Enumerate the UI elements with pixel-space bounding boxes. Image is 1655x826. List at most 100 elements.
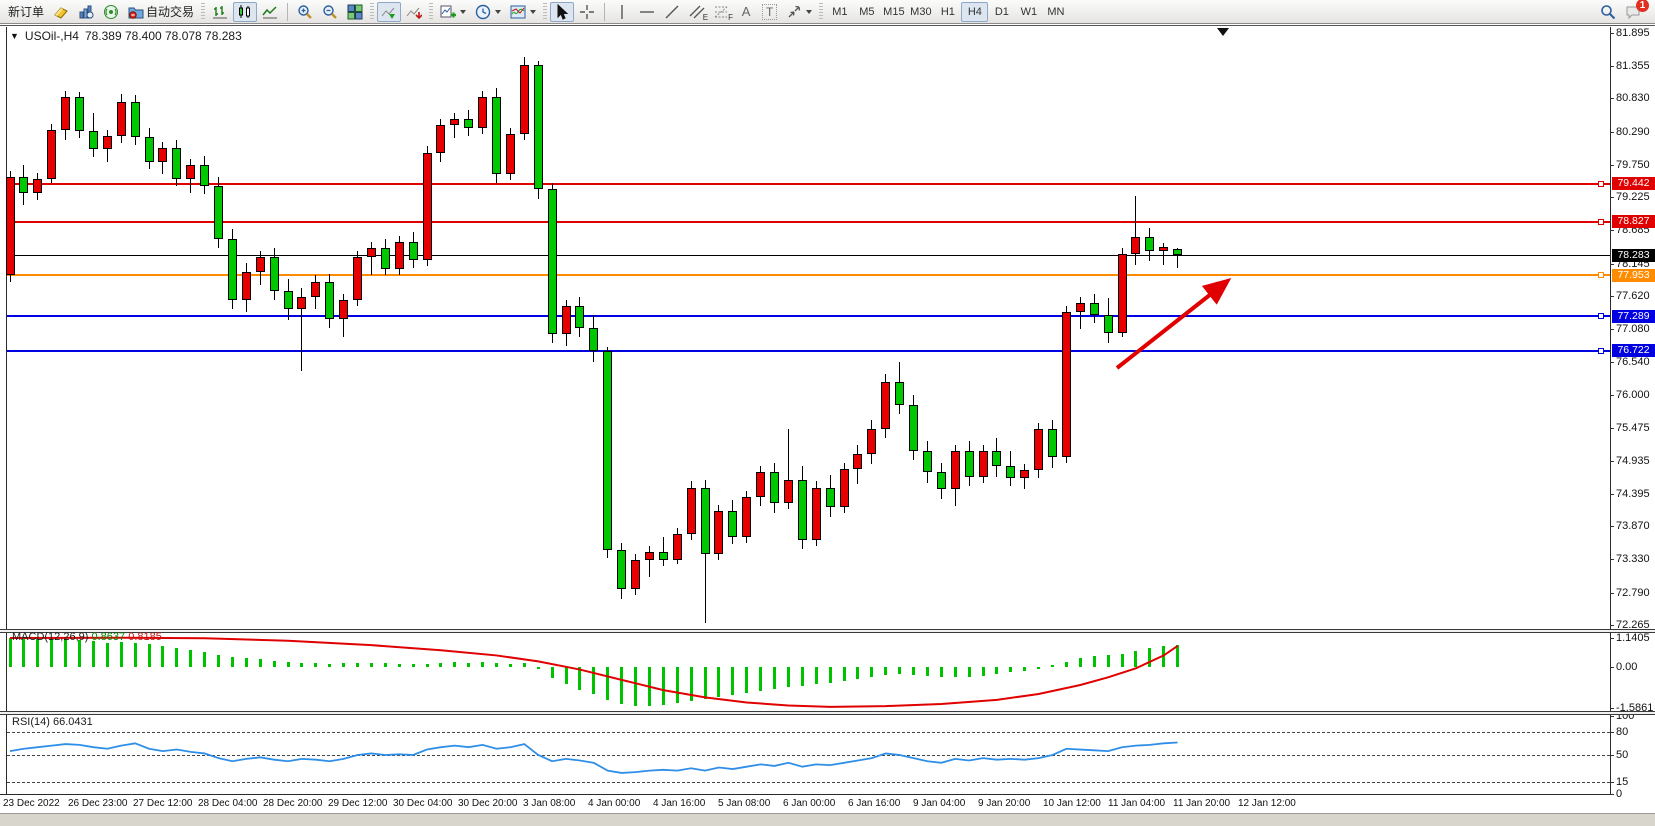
chat-button[interactable]: 1	[1621, 0, 1649, 22]
main-macd-splitter[interactable]	[0, 629, 1655, 633]
macd-histogram-bar	[773, 667, 776, 690]
macd-histogram-bar	[50, 638, 54, 667]
text-label-tool-button[interactable]: T	[758, 2, 781, 22]
timeframe-button-m15[interactable]: M15	[880, 2, 907, 22]
bar-chart-mode-button[interactable]	[208, 2, 232, 22]
time-axis-label: 27 Dec 12:00	[133, 798, 193, 809]
macd-histogram-bar	[467, 662, 471, 667]
timeframe-button-h4[interactable]: H4	[961, 1, 989, 22]
candle-up	[1034, 429, 1044, 471]
triangle-marker-icon[interactable]	[1217, 28, 1229, 36]
macd-histogram-bar	[995, 667, 999, 675]
zoom-out-button[interactable]	[318, 2, 342, 22]
trendline-tool-button[interactable]	[660, 2, 684, 22]
market-watch-button[interactable]	[49, 2, 73, 22]
chart-header: ▼ USOil-,H4 78.389 78.400 78.078 78.283	[10, 29, 242, 43]
period-button[interactable]	[471, 2, 505, 22]
cursor-tool-button[interactable]	[550, 1, 575, 22]
add-indicator-button[interactable]	[436, 2, 470, 22]
price-tick-label: 75.475	[1616, 421, 1650, 434]
bottom-status-strip	[0, 813, 1655, 826]
line-chart-mode-button[interactable]	[258, 2, 282, 22]
toolbar-grip[interactable]	[370, 2, 375, 21]
line-drag-handle[interactable]	[1598, 313, 1604, 320]
timeframe-button-d1[interactable]: D1	[988, 2, 1015, 22]
candle-up	[158, 148, 168, 162]
time-axis-label: 12 Jan 12:00	[1238, 798, 1296, 809]
candlestick-mode-button[interactable]	[233, 1, 258, 22]
price-tick	[1610, 559, 1614, 561]
data-window-button[interactable]	[74, 2, 98, 22]
vertical-line-tool-button[interactable]	[610, 2, 634, 22]
dropdown-caret-icon	[495, 9, 502, 14]
channel-letter: E	[702, 12, 709, 22]
fibonacci-tool-button[interactable]: F	[710, 2, 734, 22]
timeframe-button-w1[interactable]: W1	[1015, 2, 1042, 22]
price-tick	[1610, 164, 1614, 166]
price-tick-label: 76.540	[1616, 356, 1650, 369]
auto-scroll-button[interactable]	[377, 1, 402, 22]
macd-histogram-bar	[300, 662, 304, 667]
candle-up	[783, 480, 793, 503]
rsi-tick	[1610, 794, 1614, 795]
zoom-in-button[interactable]	[293, 2, 317, 22]
candle-up	[787, 429, 789, 510]
crosshair-tool-button[interactable]	[575, 2, 599, 22]
chat-badge: 1	[1636, 0, 1649, 12]
macd-histogram-bar	[786, 667, 790, 688]
equidistant-channel-icon	[689, 5, 705, 18]
label-tool-letter: T	[762, 3, 778, 20]
line-drag-handle[interactable]	[1598, 272, 1604, 279]
macd-rsi-splitter[interactable]	[0, 711, 1655, 715]
text-tool-button[interactable]: A	[735, 2, 757, 22]
tile-windows-button[interactable]	[343, 2, 367, 22]
candle-up	[881, 381, 891, 430]
toolbar-grip[interactable]	[819, 2, 824, 21]
time-axis-label: 9 Jan 04:00	[913, 798, 966, 809]
candle-down	[936, 472, 946, 489]
timeframe-button-h1[interactable]: H1	[934, 2, 961, 22]
candle-up	[561, 306, 571, 334]
pivot-line[interactable]	[7, 274, 1610, 277]
template-button[interactable]	[506, 2, 540, 22]
candle-up	[978, 450, 988, 477]
channel-tool-button[interactable]: E	[685, 2, 709, 22]
resistance-line[interactable]	[7, 220, 1610, 223]
timeframe-button-m30[interactable]: M30	[907, 2, 934, 22]
search-button[interactable]	[1596, 2, 1620, 22]
macd-histogram-bar	[286, 661, 290, 667]
price-badge: 77.289	[1612, 309, 1655, 323]
candle-down	[464, 118, 474, 128]
current-price-line[interactable]	[7, 255, 1610, 257]
timeframe-button-m5[interactable]: M5	[853, 2, 880, 22]
support-line[interactable]	[7, 349, 1610, 352]
signals-button[interactable]	[99, 2, 123, 22]
toolbar-grip[interactable]	[429, 2, 434, 21]
toolbar-grip[interactable]	[201, 2, 206, 21]
new-order-button[interactable]: 新订单	[4, 2, 48, 22]
candlestick-icon	[239, 4, 251, 18]
timeframe-button-mn[interactable]: MN	[1042, 2, 1069, 22]
horizontal-line-tool-button[interactable]	[635, 2, 659, 22]
candle-down	[1177, 247, 1179, 268]
resistance-line[interactable]	[7, 182, 1610, 185]
candle-down	[1048, 429, 1057, 457]
support-line[interactable]	[7, 315, 1610, 318]
chart-shift-icon	[406, 7, 423, 19]
line-drag-handle[interactable]	[1598, 218, 1604, 225]
timeframe-button-m1[interactable]: M1	[826, 2, 853, 22]
rsi-level-line	[7, 731, 1610, 733]
line-drag-handle[interactable]	[1598, 180, 1604, 187]
trend-arrow-annotation[interactable]	[1105, 265, 1245, 380]
toolbar-grip[interactable]	[543, 2, 548, 21]
vertical-line-icon	[621, 4, 623, 19]
arrows-tool-button[interactable]	[782, 2, 816, 22]
candle-up	[241, 272, 251, 301]
line-drag-handle[interactable]	[1598, 347, 1604, 354]
candle-up	[950, 450, 960, 489]
macd-histogram-bar	[369, 662, 373, 667]
collapse-triangle-icon[interactable]: ▼	[10, 31, 19, 41]
macd-histogram-bar	[898, 667, 902, 675]
chart-shift-button[interactable]	[402, 2, 426, 22]
auto-trading-button[interactable]: 自动交易	[124, 2, 198, 22]
